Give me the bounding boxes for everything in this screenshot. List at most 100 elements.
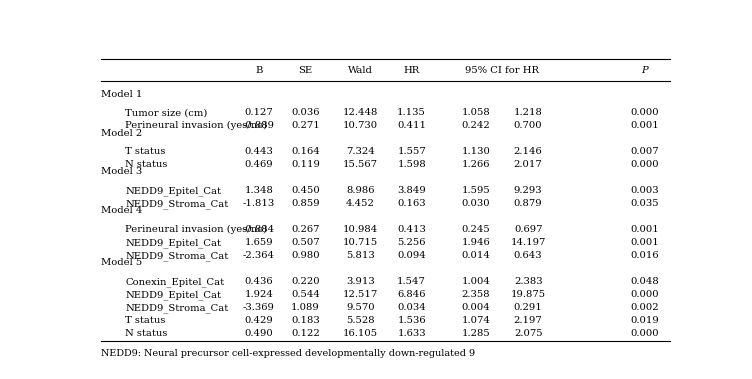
Text: 15.567: 15.567	[343, 160, 378, 169]
Text: HR: HR	[404, 66, 420, 75]
Text: 0.001: 0.001	[630, 238, 659, 247]
Text: -0.889: -0.889	[243, 121, 275, 130]
Text: 0.030: 0.030	[462, 199, 490, 208]
Text: 1.348: 1.348	[244, 186, 274, 195]
Text: 0.094: 0.094	[397, 251, 426, 260]
Text: 1.633: 1.633	[397, 329, 426, 338]
Text: 1.058: 1.058	[462, 108, 490, 117]
Text: 0.000: 0.000	[630, 108, 659, 117]
Text: 2.017: 2.017	[514, 160, 542, 169]
Text: Model 1: Model 1	[101, 89, 142, 99]
Text: 1.598: 1.598	[397, 160, 426, 169]
Text: 3.849: 3.849	[397, 186, 426, 195]
Text: NEDD9_Stroma_Cat: NEDD9_Stroma_Cat	[126, 251, 229, 261]
Text: 0.220: 0.220	[291, 277, 320, 286]
Text: 0.016: 0.016	[630, 251, 659, 260]
Text: 1.547: 1.547	[397, 277, 426, 286]
Text: 0.242: 0.242	[462, 121, 490, 130]
Text: NEDD9_Epitel_Cat: NEDD9_Epitel_Cat	[126, 186, 222, 196]
Text: 0.443: 0.443	[244, 147, 274, 157]
Text: N status: N status	[126, 329, 168, 338]
Text: 0.643: 0.643	[514, 251, 542, 260]
Text: 0.245: 0.245	[462, 225, 490, 234]
Text: -2.364: -2.364	[243, 251, 275, 260]
Text: NEDD9: Neural precursor cell-expressed developmentally down-regulated 9: NEDD9: Neural precursor cell-expressed d…	[101, 349, 475, 359]
Text: 0.014: 0.014	[461, 251, 490, 260]
Text: 16.105: 16.105	[343, 329, 378, 338]
Text: 9.570: 9.570	[346, 303, 374, 312]
Text: 0.036: 0.036	[291, 108, 320, 117]
Text: 0.411: 0.411	[397, 121, 426, 130]
Text: 0.001: 0.001	[630, 121, 659, 130]
Text: 0.001: 0.001	[630, 225, 659, 234]
Text: 2.358: 2.358	[462, 290, 490, 299]
Text: 0.048: 0.048	[630, 277, 659, 286]
Text: 8.986: 8.986	[346, 186, 374, 195]
Text: 1.659: 1.659	[244, 238, 273, 247]
Text: -0.884: -0.884	[243, 225, 275, 234]
Text: -3.369: -3.369	[243, 303, 275, 312]
Text: 0.000: 0.000	[630, 329, 659, 338]
Text: 0.700: 0.700	[514, 121, 542, 130]
Text: 5.813: 5.813	[346, 251, 374, 260]
Text: SE: SE	[299, 66, 313, 75]
Text: 1.266: 1.266	[462, 160, 490, 169]
Text: 0.291: 0.291	[514, 303, 542, 312]
Text: 10.715: 10.715	[343, 238, 378, 247]
Text: NEDD9_Stroma_Cat: NEDD9_Stroma_Cat	[126, 199, 229, 209]
Text: 5.528: 5.528	[346, 316, 374, 325]
Text: 6.846: 6.846	[397, 290, 426, 299]
Text: 1.135: 1.135	[397, 108, 426, 117]
Text: 95% CI for HR: 95% CI for HR	[465, 66, 539, 75]
Text: 2.383: 2.383	[514, 277, 542, 286]
Text: 0.267: 0.267	[291, 225, 320, 234]
Text: 10.730: 10.730	[343, 121, 378, 130]
Text: 1.218: 1.218	[514, 108, 543, 117]
Text: 0.002: 0.002	[630, 303, 659, 312]
Text: 0.507: 0.507	[291, 238, 320, 247]
Text: 0.450: 0.450	[291, 186, 320, 195]
Text: 0.003: 0.003	[630, 186, 659, 195]
Text: 1.536: 1.536	[397, 316, 426, 325]
Text: 10.984: 10.984	[343, 225, 378, 234]
Text: 0.859: 0.859	[291, 199, 320, 208]
Text: 0.879: 0.879	[514, 199, 542, 208]
Text: Model 2: Model 2	[101, 128, 142, 138]
Text: 0.034: 0.034	[397, 303, 426, 312]
Text: 12.517: 12.517	[343, 290, 378, 299]
Text: T status: T status	[126, 147, 166, 157]
Text: 1.924: 1.924	[244, 290, 274, 299]
Text: 12.448: 12.448	[343, 108, 378, 117]
Text: 0.980: 0.980	[291, 251, 320, 260]
Text: 0.127: 0.127	[244, 108, 273, 117]
Text: 0.429: 0.429	[244, 316, 273, 325]
Text: Model 3: Model 3	[101, 168, 142, 177]
Text: 1.557: 1.557	[397, 147, 426, 157]
Text: Tumor size (cm): Tumor size (cm)	[126, 108, 208, 117]
Text: 0.000: 0.000	[630, 160, 659, 169]
Text: 1.285: 1.285	[462, 329, 490, 338]
Text: Model 4: Model 4	[101, 207, 142, 215]
Text: 0.004: 0.004	[462, 303, 490, 312]
Text: 1.595: 1.595	[462, 186, 490, 195]
Text: 0.271: 0.271	[291, 121, 320, 130]
Text: Wald: Wald	[348, 66, 373, 75]
Text: Model 5: Model 5	[101, 258, 142, 268]
Text: 0.413: 0.413	[397, 225, 426, 234]
Text: 0.164: 0.164	[291, 147, 320, 157]
Text: 0.019: 0.019	[630, 316, 659, 325]
Text: NEDD9_Epitel_Cat: NEDD9_Epitel_Cat	[126, 290, 222, 299]
Text: 4.452: 4.452	[346, 199, 374, 208]
Text: 2.075: 2.075	[514, 329, 542, 338]
Text: 0.436: 0.436	[244, 277, 273, 286]
Text: 0.119: 0.119	[291, 160, 320, 169]
Text: NEDD9_Epitel_Cat: NEDD9_Epitel_Cat	[126, 238, 222, 247]
Text: 0.007: 0.007	[630, 147, 659, 157]
Text: B: B	[255, 66, 262, 75]
Text: -1.813: -1.813	[243, 199, 275, 208]
Text: 3.913: 3.913	[346, 277, 374, 286]
Text: Perineural invasion (yes/no): Perineural invasion (yes/no)	[126, 225, 268, 234]
Text: 0.490: 0.490	[244, 329, 273, 338]
Text: 0.469: 0.469	[244, 160, 273, 169]
Text: 0.544: 0.544	[291, 290, 320, 299]
